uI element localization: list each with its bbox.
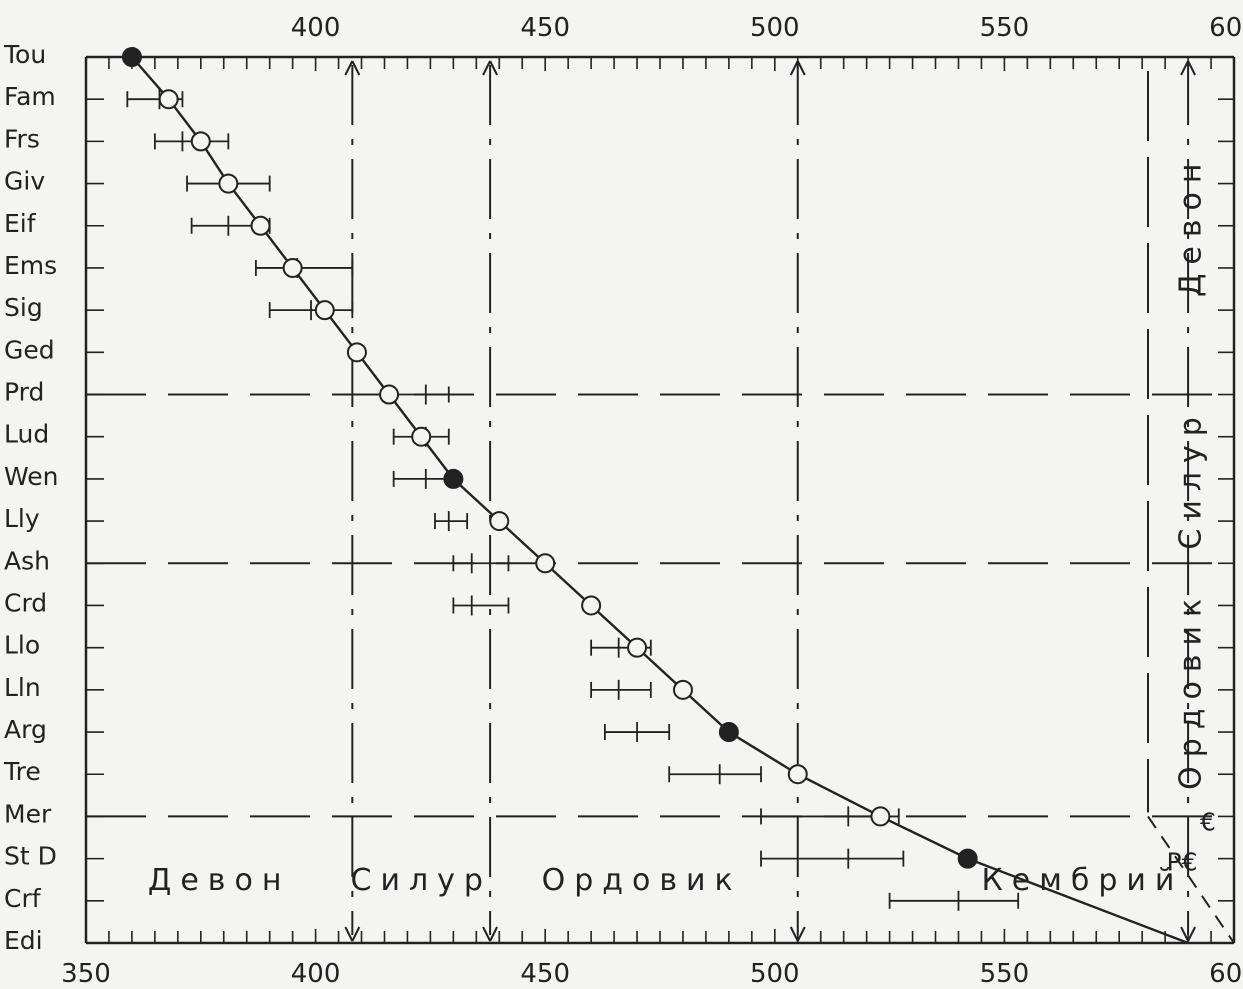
top-tick-label: 500 <box>750 13 800 43</box>
cambrian-symbol: € <box>1200 807 1216 836</box>
stage-label: Crd <box>4 588 47 617</box>
stage-label: Eif <box>4 209 37 238</box>
bottom-tick-label: 400 <box>291 959 341 989</box>
bottom-period-label: Ордовик <box>542 863 742 898</box>
open-point <box>627 637 648 658</box>
arrow-down-icon <box>482 926 498 942</box>
open-point <box>489 511 510 532</box>
stage-label: St D <box>4 842 57 871</box>
open-point <box>535 553 556 574</box>
stage-label: Lln <box>4 673 41 702</box>
open-point <box>870 806 891 827</box>
filled-point <box>121 47 142 67</box>
top-tick-label: 600 <box>1209 13 1243 43</box>
open-point <box>411 426 432 447</box>
open-point <box>379 384 400 405</box>
bottom-tick-label: 500 <box>750 959 800 989</box>
boundary-lines <box>86 60 1235 944</box>
arrow-down-icon <box>789 926 806 942</box>
open-point <box>314 300 335 321</box>
top-tick-label: 550 <box>980 13 1030 43</box>
arrow-up-icon <box>789 60 806 76</box>
precambrian-symbol: Р€ <box>1167 848 1198 877</box>
error-bars <box>126 89 1020 911</box>
open-point <box>581 595 602 616</box>
filled-point <box>718 722 739 743</box>
right-period-label: Силур <box>1174 408 1209 549</box>
stage-label: Giv <box>4 167 45 196</box>
open-point <box>787 764 808 785</box>
stage-label: Mer <box>4 799 52 828</box>
arrow-up-icon <box>1180 60 1196 76</box>
right-period-label: Ордовик <box>1174 590 1209 790</box>
bottom-period-label: Девон <box>148 863 291 898</box>
stage-label: Sig <box>4 293 43 322</box>
cambrian-diagonal <box>1147 815 1235 944</box>
open-point <box>282 257 303 278</box>
open-point <box>250 215 271 236</box>
stage-label: Llo <box>4 631 40 660</box>
top-tick-label: 400 <box>291 13 341 43</box>
stage-label: Arg <box>4 715 47 744</box>
stage-label: Prd <box>4 378 44 407</box>
stage-label: Wen <box>4 462 58 491</box>
axis-ticks <box>85 56 1235 943</box>
stage-label: Edi <box>4 926 43 955</box>
bottom-period-label: Кембрий <box>981 863 1183 898</box>
bottom-period-label: Силур <box>351 863 492 898</box>
data-points <box>121 47 978 869</box>
bottom-tick-label: 600 <box>1209 959 1243 989</box>
stage-label: Ems <box>4 251 57 280</box>
arrow-down-icon <box>1180 926 1196 942</box>
open-point <box>346 342 367 363</box>
filled-point <box>957 848 978 869</box>
bottom-tick-label: 450 <box>520 959 570 989</box>
stage-label: Tre <box>3 757 41 786</box>
stage-label: Lud <box>4 420 49 449</box>
stage-label: Ged <box>4 335 55 364</box>
stage-label: Tou <box>3 40 46 69</box>
stage-label: Ash <box>4 546 50 575</box>
arrow-up-icon <box>344 60 361 76</box>
stage-label: Fam <box>4 82 56 111</box>
age-curve-line <box>131 56 1189 945</box>
chart-labels: 400 450 500 550 600 350 400 450 500 550 600 Tou Fam F… <box>3 13 1243 989</box>
open-point <box>158 89 179 110</box>
arrow-down-icon <box>344 926 361 942</box>
right-period-label: Девон <box>1174 154 1209 297</box>
stage-label: Crf <box>4 884 42 913</box>
stage-label: Lly <box>4 504 40 533</box>
bottom-tick-label: 350 <box>61 959 111 989</box>
age-curve <box>131 56 1189 945</box>
stage-label: Frs <box>4 124 40 153</box>
open-point <box>190 131 211 152</box>
bottom-tick-label: 550 <box>980 959 1030 989</box>
plot-frame <box>84 55 1236 945</box>
open-point <box>218 173 239 194</box>
open-point <box>672 679 693 700</box>
filled-point <box>443 468 464 489</box>
arrow-up-icon <box>482 60 498 76</box>
top-tick-label: 450 <box>520 13 570 43</box>
